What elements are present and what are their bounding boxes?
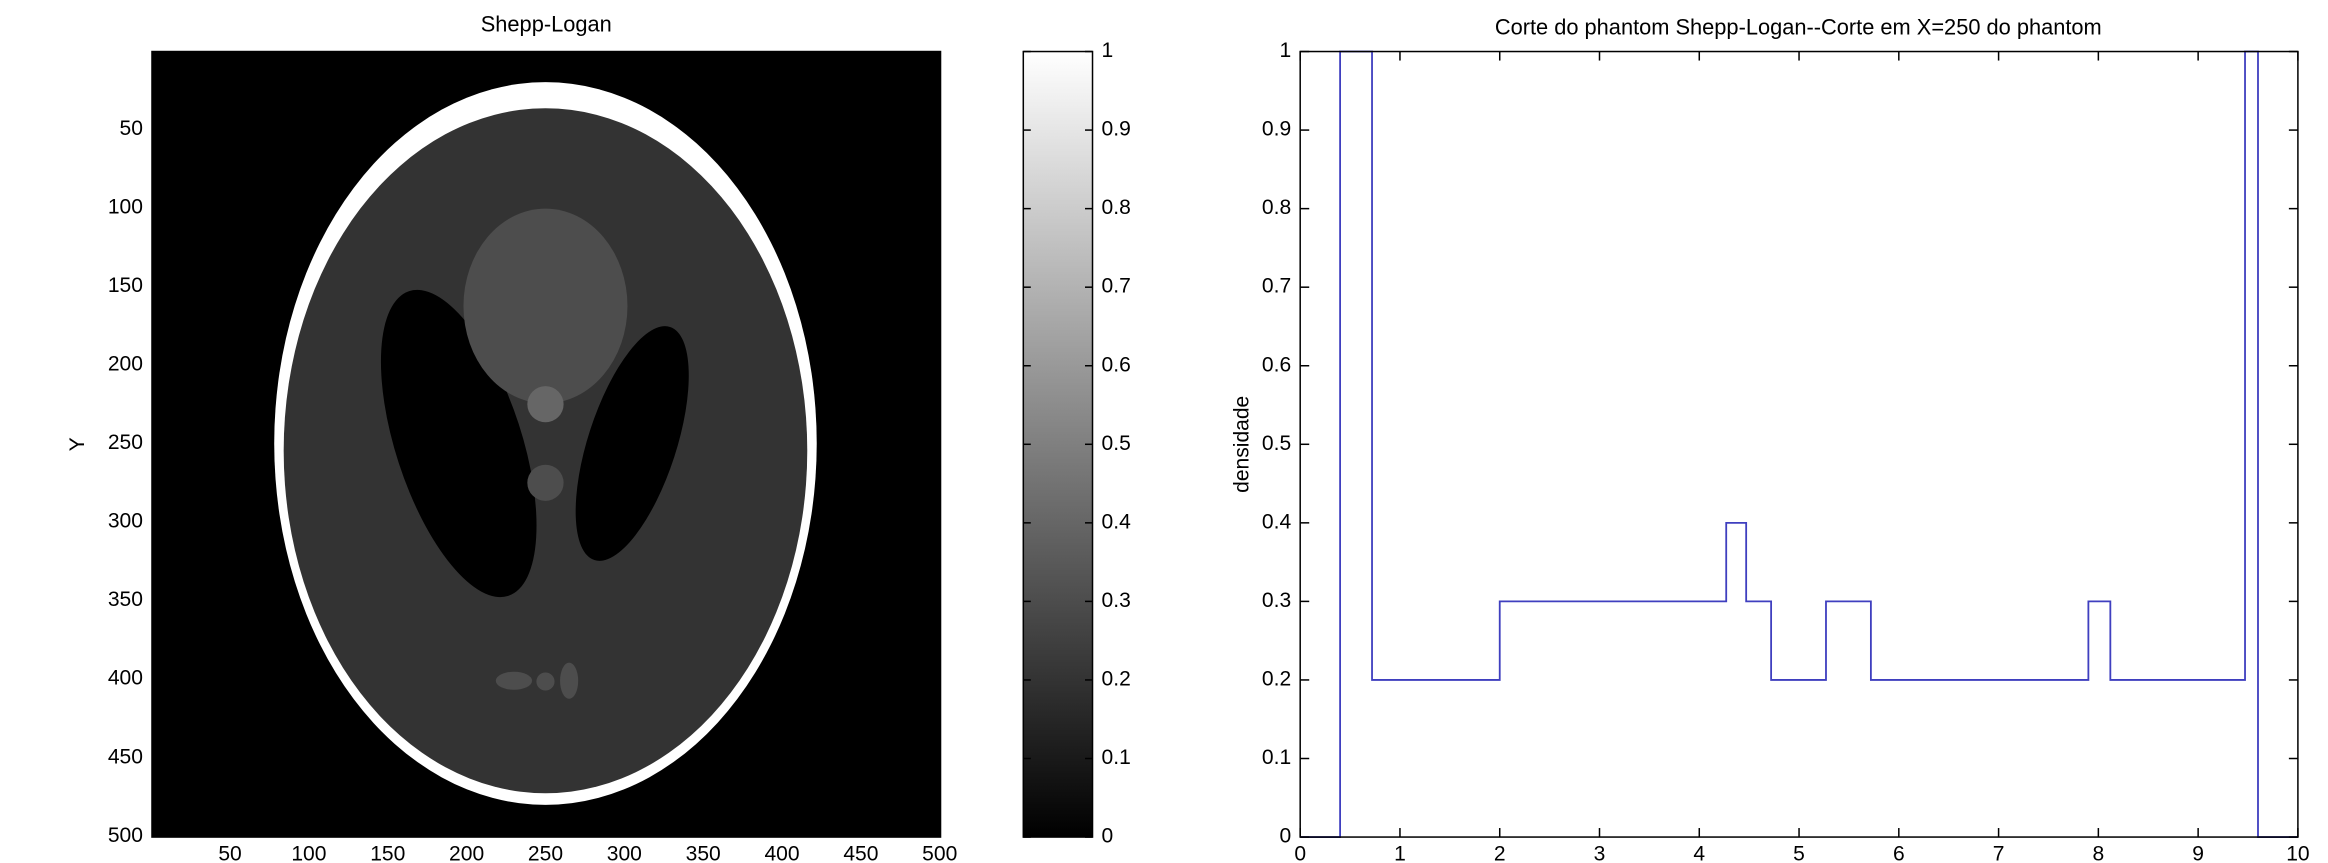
y-tick-label: 0.5 [1262,432,1291,455]
x-tick-label: 4 [1693,843,1705,863]
x-tick-label: 400 [764,843,799,863]
y-tick-label: 0.1 [1262,746,1291,769]
x-tick-label: 3 [1594,843,1606,863]
y-tick-label: 0.6 [1262,353,1291,376]
colorbar-tick-label: 1 [1102,39,1114,62]
y-tick-label: 500 [108,824,143,847]
y-tick-label: 0.4 [1262,510,1292,533]
y-tick-label: 350 [108,588,143,611]
y-tick-label: 400 [108,667,143,690]
x-tick-label: 450 [843,843,878,863]
x-tick-label: 8 [2093,843,2105,863]
figure: Shepp-Logan Y Corte do phantom Shepp-Log… [0,0,2328,863]
x-tick-label: 9 [2192,843,2204,863]
image [152,52,941,838]
phantom-ellipse [496,672,532,690]
x-tick-label: 50 [218,843,241,863]
colorbar-tick-label: 0.6 [1102,353,1131,376]
x-tick-label: 500 [922,843,957,863]
y-tick-label: 250 [108,431,143,454]
y-tick-label: 150 [108,274,143,297]
phantom-ellipse [527,386,563,422]
y-tick-label: 450 [108,745,143,768]
y-axis-label: Y [66,437,89,451]
phantom-ellipse [560,663,578,699]
x-tick-label: 7 [1993,843,2005,863]
colorbar-tick-label: 0.1 [1102,746,1131,769]
y-tick-label: 0.7 [1262,275,1291,298]
y-tick-label: 0.9 [1262,118,1291,141]
colorbar-tick-label: 0.4 [1102,510,1132,533]
y-tick-label: 0.8 [1262,196,1291,219]
x-tick-label: 10 [2286,843,2309,863]
colorbar-tick-label: 0.8 [1102,196,1131,219]
colorbar-tick-label: 0.9 [1102,118,1131,141]
x-tick-label: 1 [1394,843,1406,863]
y-tick-label: 0 [1279,825,1291,848]
phantom-ellipse [463,209,627,404]
colorbar-tick-label: 0.2 [1102,668,1131,691]
colorbar-tick-label: 0.7 [1102,275,1131,298]
y-tick-label: 300 [108,510,143,533]
x-tick-label: 0 [1294,843,1306,863]
data-line [1300,52,2298,838]
axes-frame [1300,52,2298,838]
x-tick-label: 350 [686,843,721,863]
colorbar-tick-label: 0.3 [1102,589,1131,612]
colorbar-tick-label: 0.5 [1102,432,1131,455]
x-tick-label: 100 [291,843,326,863]
colorbar-tick-label: 0 [1102,825,1114,848]
y-tick-label: 0.3 [1262,589,1291,612]
y-tick-label: 50 [120,117,143,140]
y-tick-label: 200 [108,353,143,376]
chart-title: Corte do phantom Shepp-Logan--Corte em X… [1495,15,2102,40]
y-tick-label: 0.2 [1262,668,1291,691]
y-tick-label: 100 [108,195,143,218]
x-tick-label: 150 [370,843,405,863]
phantom-ellipse [536,672,554,690]
chart-title: Shepp-Logan [481,12,612,37]
x-tick-label: 250 [528,843,563,863]
x-tick-label: 200 [449,843,484,863]
colorbar [1023,52,1092,838]
y-axis-label: densidade [1231,396,1254,493]
page: {"chart_data": [ {"type": "image", "titl… [0,0,2328,863]
phantom-ellipse [527,465,563,501]
x-tick-label: 5 [1793,843,1805,863]
x-tick-label: 300 [607,843,642,863]
x-tick-label: 2 [1494,843,1506,863]
x-tick-label: 6 [1893,843,1905,863]
y-tick-label: 1 [1279,39,1291,62]
